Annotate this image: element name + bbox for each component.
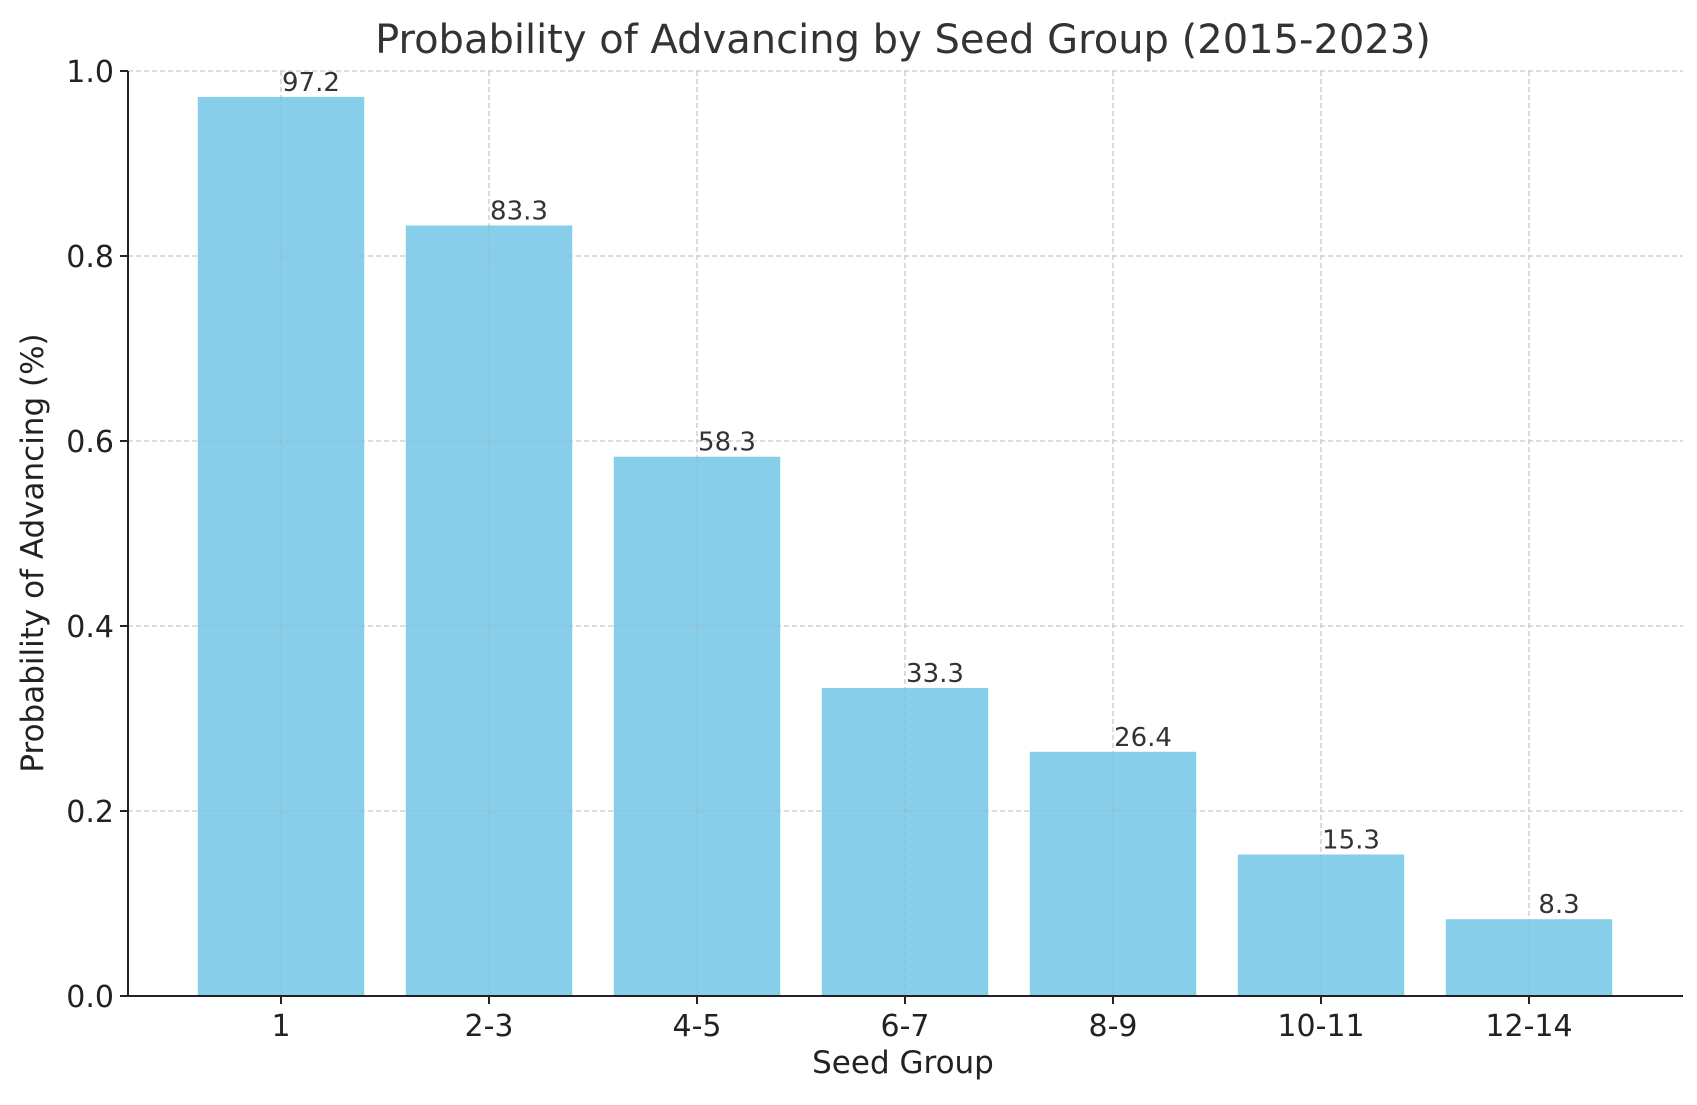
ticks-layer: 0.0 0.2 0.4 0.6 0.8 1.0 1 2-3 4-5 6-7 8-9 10-11 12-1… xyxy=(66,55,1572,1044)
y-tick-label: 0.8 xyxy=(66,240,114,275)
chart-title: Probability of Advancing by Seed Group (… xyxy=(375,17,1431,63)
y-tick-label: 0.2 xyxy=(66,795,114,830)
x-tick-label: 6-7 xyxy=(881,1009,930,1044)
data-label: 97.2 xyxy=(282,68,340,98)
bar xyxy=(821,687,989,996)
y-tick-label: 0.6 xyxy=(66,425,114,460)
x-tick-label: 8-9 xyxy=(1089,1009,1138,1044)
y-tick-label: 0.0 xyxy=(66,980,114,1015)
bar xyxy=(405,225,573,997)
x-tick-label: 2-3 xyxy=(465,1009,514,1044)
bars-layer xyxy=(197,96,1613,997)
x-tick-label: 4-5 xyxy=(673,1009,722,1044)
bar xyxy=(613,456,781,997)
data-label: 26.4 xyxy=(1114,723,1172,753)
bar xyxy=(1237,854,1405,996)
bar xyxy=(197,96,365,996)
data-labels-layer: 97.2 83.3 58.3 33.3 26.4 15.3 8.3 xyxy=(282,68,1580,920)
data-label: 15.3 xyxy=(1322,825,1380,855)
x-tick-label: 10-11 xyxy=(1277,1009,1364,1044)
y-tick-label: 1.0 xyxy=(66,55,114,90)
data-label: 8.3 xyxy=(1538,890,1579,920)
data-label: 58.3 xyxy=(698,428,756,458)
bar xyxy=(1445,919,1613,996)
data-label: 83.3 xyxy=(490,196,548,226)
y-tick-label: 0.4 xyxy=(66,610,114,645)
x-tick-label: 12-14 xyxy=(1485,1009,1572,1044)
x-axis-label: Seed Group xyxy=(812,1045,994,1081)
y-axis-label: Probability of Advancing (%) xyxy=(15,333,51,772)
x-tick-label: 1 xyxy=(271,1009,290,1044)
bar xyxy=(1029,751,1197,996)
data-label: 33.3 xyxy=(906,659,964,689)
